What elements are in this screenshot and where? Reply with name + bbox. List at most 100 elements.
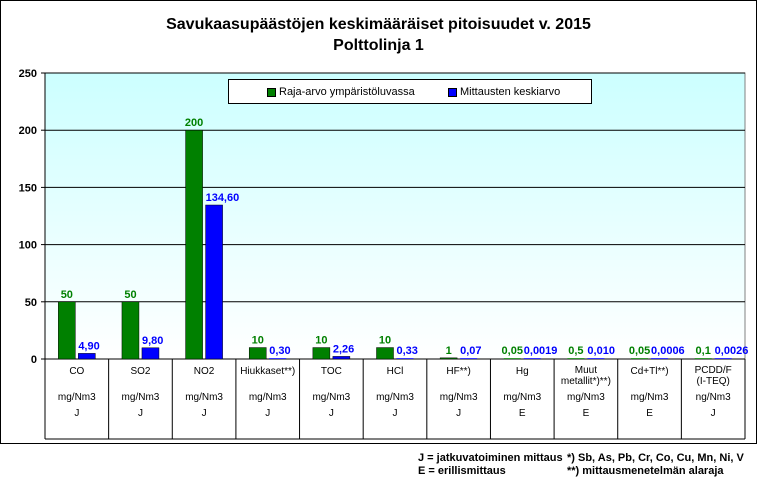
footnote-continuous: J = jatkuvatoiminen mittaus bbox=[418, 452, 563, 464]
bar-limit bbox=[503, 358, 521, 359]
category-label: Hiukkaset**) bbox=[240, 366, 295, 377]
category-label: (I-TEQ) bbox=[697, 376, 730, 387]
bar-measured bbox=[523, 358, 541, 359]
category-method: J bbox=[138, 408, 143, 419]
footnote-metals: *) Sb, As, Pb, Cr, Co, Cu, Mn, Ni, V bbox=[567, 452, 744, 464]
category-label: TOC bbox=[321, 366, 342, 377]
bar-measured bbox=[205, 204, 223, 360]
plot-background bbox=[44, 72, 746, 360]
data-label-limit: 1 bbox=[446, 345, 452, 357]
data-label-measured: 0,0026 bbox=[715, 345, 749, 357]
data-label-measured: 0,30 bbox=[269, 345, 290, 357]
data-label-limit: 10 bbox=[252, 335, 264, 347]
legend-swatch-measured bbox=[448, 87, 457, 97]
category-unit: mg/Nm3 bbox=[503, 392, 541, 403]
bar-limit bbox=[376, 347, 394, 360]
bar-measured bbox=[714, 358, 732, 359]
category-label: metallit*)**) bbox=[561, 376, 611, 387]
bar-limit bbox=[567, 358, 585, 359]
data-label-measured: 0,33 bbox=[397, 345, 418, 357]
category-unit: mg/Nm3 bbox=[185, 392, 223, 403]
legend-item-measured: Mittausten keskiarvo bbox=[448, 86, 560, 98]
y-tick-label: 100 bbox=[19, 240, 37, 252]
category-method: J bbox=[456, 408, 461, 419]
legend-label-limit: Raja-arvo ympäristöluvassa bbox=[279, 86, 415, 98]
category-method: E bbox=[519, 408, 526, 419]
category-unit: mg/Nm3 bbox=[122, 392, 160, 403]
data-label-limit: 50 bbox=[61, 289, 73, 301]
category-unit: mg/Nm3 bbox=[567, 392, 605, 403]
data-label-limit: 0,05 bbox=[629, 345, 650, 357]
category-label: SO2 bbox=[130, 366, 150, 377]
category-method: J bbox=[202, 408, 207, 419]
bar-measured bbox=[460, 358, 478, 359]
y-tick-label: 150 bbox=[19, 182, 37, 194]
data-label-measured: 0,010 bbox=[587, 345, 615, 357]
bar-measured bbox=[269, 358, 287, 359]
category-method: J bbox=[329, 408, 334, 419]
category-unit: ng/Nm3 bbox=[696, 392, 731, 403]
category-unit: mg/Nm3 bbox=[440, 392, 478, 403]
data-label-measured: 134,60 bbox=[206, 192, 240, 204]
bar-measured bbox=[651, 358, 669, 359]
bar-measured bbox=[141, 347, 160, 360]
category-label: NO2 bbox=[194, 366, 215, 377]
category-method: J bbox=[393, 408, 398, 419]
bar-measured bbox=[78, 353, 96, 360]
data-label-measured: 0,0006 bbox=[651, 345, 685, 357]
category-label: HCl bbox=[387, 366, 404, 377]
data-label-measured: 0,07 bbox=[460, 345, 481, 357]
data-label-measured: 0,0019 bbox=[524, 345, 558, 357]
category-method: E bbox=[583, 408, 590, 419]
data-label-measured: 4,90 bbox=[78, 340, 99, 352]
data-label-limit: 0,5 bbox=[568, 345, 583, 357]
bar-limit bbox=[248, 347, 267, 360]
category-unit: mg/Nm3 bbox=[312, 392, 350, 403]
footnote-separate: E = erillismittaus bbox=[418, 465, 506, 477]
bar-limit bbox=[185, 129, 203, 360]
chart-title: Savukaasupäästöjen keskimääräiset pitois… bbox=[166, 16, 591, 33]
bar-measured bbox=[396, 358, 414, 359]
category-label: Muut bbox=[575, 365, 597, 376]
category-label: PCDD/F bbox=[695, 365, 732, 376]
bar-measured bbox=[332, 356, 351, 360]
bar-limit bbox=[631, 358, 649, 359]
category-label: Hg bbox=[516, 366, 529, 377]
data-label-measured: 9,80 bbox=[142, 335, 163, 347]
category-label: Cd+Tl**) bbox=[631, 366, 669, 377]
data-label-measured: 2,26 bbox=[333, 343, 354, 355]
footnote-detection-limit: **) mittausmenetelmän alaraja bbox=[567, 465, 724, 477]
category-method: J bbox=[265, 408, 270, 419]
legend-item-limit: Raja-arvo ympäristöluvassa bbox=[267, 86, 415, 98]
bar-limit bbox=[694, 358, 712, 359]
category-label: HF**) bbox=[446, 366, 470, 377]
data-label-limit: 10 bbox=[379, 335, 391, 347]
category-unit: mg/Nm3 bbox=[631, 392, 669, 403]
legend-swatch-limit bbox=[267, 87, 276, 97]
category-label: CO bbox=[69, 366, 84, 377]
category-unit: mg/Nm3 bbox=[249, 392, 287, 403]
y-tick-label: 250 bbox=[19, 68, 37, 80]
bar-limit bbox=[121, 301, 140, 360]
bar-measured bbox=[587, 358, 605, 359]
data-label-limit: 200 bbox=[185, 117, 203, 129]
y-tick-label: 200 bbox=[19, 125, 37, 137]
legend: Raja-arvo ympäristöluvassa Mittausten ke… bbox=[228, 79, 592, 104]
y-tick-label: 50 bbox=[25, 297, 37, 309]
legend-label-measured: Mittausten keskiarvo bbox=[460, 86, 561, 98]
y-tick-label: 0 bbox=[31, 354, 37, 366]
data-label-limit: 0,05 bbox=[502, 345, 523, 357]
category-method: E bbox=[646, 408, 653, 419]
data-label-limit: 10 bbox=[315, 335, 327, 347]
category-method: J bbox=[74, 408, 79, 419]
chart-subtitle: Polttolinja 1 bbox=[333, 37, 424, 54]
category-unit: mg/Nm3 bbox=[376, 392, 414, 403]
category-method: J bbox=[711, 408, 716, 419]
bar-limit bbox=[439, 357, 458, 360]
data-label-limit: 50 bbox=[124, 289, 136, 301]
bar-limit bbox=[312, 347, 331, 360]
category-unit: mg/Nm3 bbox=[58, 392, 96, 403]
bar-limit bbox=[58, 301, 76, 360]
data-label-limit: 0,1 bbox=[696, 345, 711, 357]
